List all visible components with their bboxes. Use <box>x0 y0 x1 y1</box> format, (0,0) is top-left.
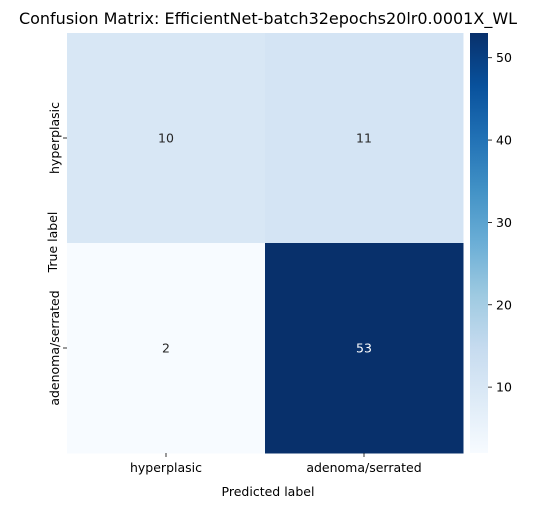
cell-value-label: 11 <box>356 131 372 146</box>
colorbar-tick-label: 20 <box>496 297 512 312</box>
colorbar-tick-label: 40 <box>496 133 512 148</box>
heatmap-cell <box>67 243 266 454</box>
chart-title: Confusion Matrix: EfficientNet-batch32ep… <box>19 9 517 29</box>
y-tick-label: adenoma/serrated <box>47 290 62 405</box>
x-tick-label: hyperplasic <box>130 460 202 475</box>
cell-value-label: 53 <box>356 341 372 356</box>
colorbar-tick-label: 50 <box>496 50 512 65</box>
heatmap-cell <box>265 243 464 454</box>
x-tick-label: adenoma/serrated <box>306 460 421 475</box>
colorbar-tick-label: 30 <box>496 215 512 230</box>
colorbar-ticks: 10 20 30 40 50 <box>488 50 512 395</box>
y-axis-ticks: hyperplasic adenoma/serrated <box>47 102 67 406</box>
heatmap-cell <box>67 33 266 244</box>
cell-value-label: 2 <box>162 341 170 356</box>
heatmap-grid <box>67 33 464 454</box>
cell-value-label: 10 <box>158 131 174 146</box>
heatmap-cell-labels: 10 11 2 53 <box>158 131 372 356</box>
y-tick-label: hyperplasic <box>47 102 62 174</box>
x-axis-ticks: hyperplasic adenoma/serrated <box>130 453 422 475</box>
colorbar-tick-label: 10 <box>496 380 512 395</box>
x-axis-label: Predicted label <box>222 484 315 499</box>
heatmap-cell <box>265 33 464 244</box>
colorbar <box>470 33 488 453</box>
y-axis-label: True label <box>45 212 60 274</box>
